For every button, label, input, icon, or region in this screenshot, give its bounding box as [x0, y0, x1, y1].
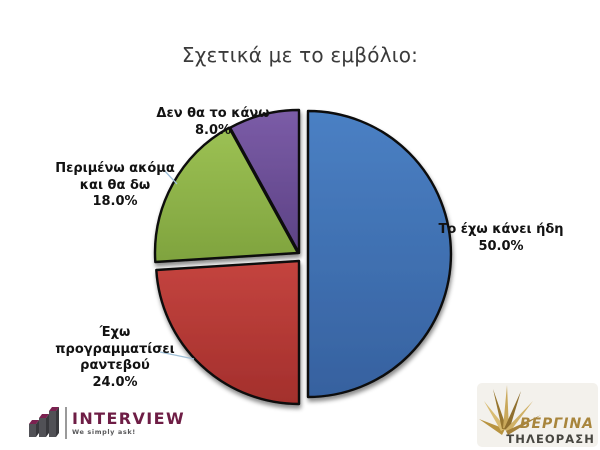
leader-line-green [161, 167, 178, 185]
label-line: Δεν θα το κάνω [156, 106, 270, 121]
chart-title: Σχετικά με το εμβόλιο: [181, 43, 419, 67]
label-line: Περιμένω ακόμα [55, 161, 175, 176]
label-percent: 24.0% [92, 374, 138, 390]
label-percent: 8.0% [194, 122, 232, 138]
interview-wordmark: INTERVIEW [72, 409, 186, 428]
label-line: και θα δω [79, 177, 151, 193]
label-percent: 18.0% [92, 194, 138, 209]
vergina-tv-logo: ΒΕΡΓΙΝΑ ΤΗΛΕΟΡΑΣΗ [477, 383, 598, 447]
pie-slice-2 [155, 259, 301, 406]
logo-divider [65, 407, 67, 439]
vergina-wordmark: ΒΕΡΓΙΝΑ [519, 416, 594, 432]
pie-slice-4 [228, 108, 301, 255]
interview-tagline: We simply ask! [72, 428, 136, 436]
label-scheduled-appointment: Έχω προγραμματίσει ραντεβού 24.0% [42, 325, 188, 391]
label-already-done: Το έχω κάνει ήδη 50.0% [427, 222, 575, 255]
label-wait-and-see: Περιμένω ακόμα και θα δω 18.0% [50, 161, 180, 211]
vergina-sun-icon [479, 385, 549, 449]
label-percent: 50.0% [478, 238, 524, 254]
label-line: ραντεβού [80, 358, 150, 373]
label-line: Έχω προγραμματίσει [55, 325, 175, 357]
interview-bars-icon [28, 404, 62, 442]
vergina-subtitle: ΤΗΛΕΟΡΑΣΗ [506, 432, 595, 446]
leader-line-red [159, 351, 195, 360]
label-dont-do-it: Δεν θα το κάνω 8.0% [143, 106, 283, 139]
pie-slice-3 [153, 126, 300, 264]
pie-slice-1 [306, 109, 453, 399]
label-line: Το έχω κάνει ήδη [438, 222, 564, 237]
interview-logo: INTERVIEW We simply ask! [28, 404, 185, 442]
